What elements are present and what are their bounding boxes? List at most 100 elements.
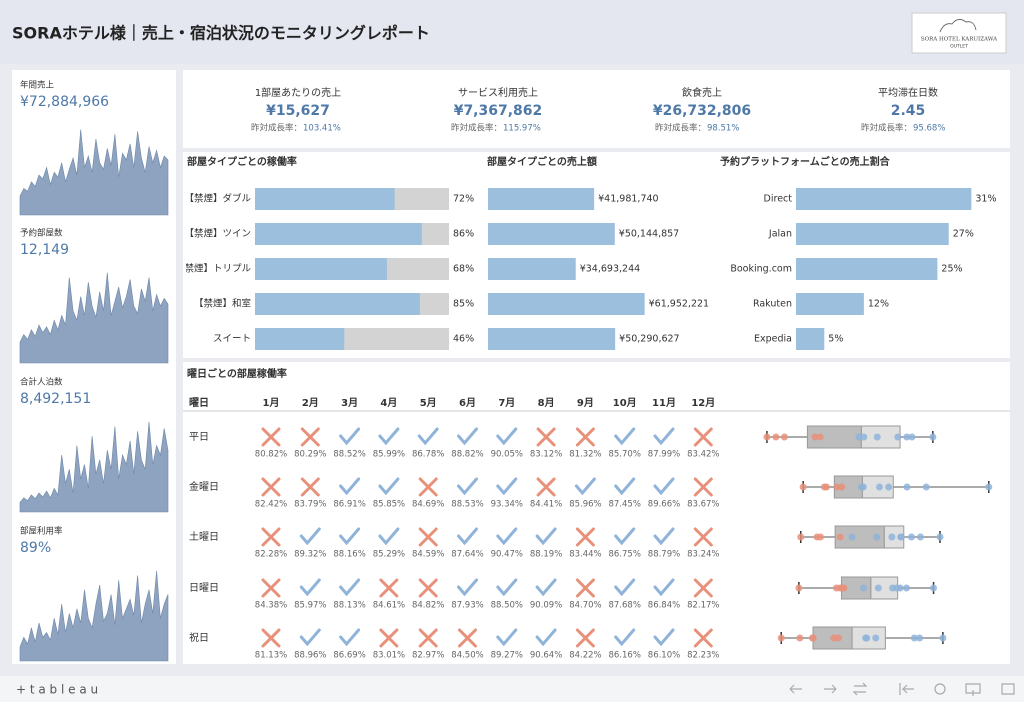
value-label: 86.91% bbox=[333, 500, 365, 510]
value-label: 90.64% bbox=[530, 651, 562, 661]
box-dot bbox=[922, 483, 930, 491]
cross-icon bbox=[261, 477, 281, 497]
reset[interactable] bbox=[899, 683, 914, 695]
value-label: 88.13% bbox=[333, 601, 365, 611]
check-icon bbox=[653, 578, 675, 597]
check-icon bbox=[614, 527, 636, 546]
box-dot bbox=[930, 584, 938, 592]
value-label: 84.59% bbox=[412, 550, 444, 560]
value-label: 83.79% bbox=[294, 500, 326, 510]
category-label: 【禁煙】和室 bbox=[194, 298, 251, 310]
value-label: 83.24% bbox=[687, 550, 719, 560]
value-label: 87.93% bbox=[451, 601, 483, 611]
box-dot bbox=[820, 483, 828, 491]
value-label: 88.82% bbox=[451, 450, 483, 460]
value-label: 82.23% bbox=[687, 651, 719, 661]
cross-icon bbox=[261, 628, 281, 648]
value-label: 88.50% bbox=[491, 601, 523, 611]
category-label: スイート bbox=[213, 334, 251, 345]
box-dot bbox=[795, 584, 803, 592]
column-label: 8月 bbox=[538, 397, 555, 409]
header-band bbox=[0, 0, 1024, 64]
cross-icon bbox=[693, 527, 713, 547]
box-dot bbox=[929, 433, 937, 441]
category-label: 【禁煙】トリプル bbox=[175, 264, 252, 275]
column-label: 9月 bbox=[577, 397, 594, 409]
category-label: Jalan bbox=[768, 229, 792, 240]
value-label: 82.42% bbox=[255, 500, 287, 510]
cross-icon bbox=[261, 427, 281, 447]
box-dot bbox=[939, 634, 947, 642]
redo[interactable] bbox=[824, 684, 837, 694]
category-label: Direct bbox=[764, 194, 793, 205]
sparkline-title: 合計人泊数 bbox=[20, 377, 63, 388]
download[interactable] bbox=[965, 683, 981, 696]
check-icon bbox=[614, 427, 636, 446]
value-label: ¥41,981,740 bbox=[598, 194, 658, 205]
cross-icon bbox=[458, 628, 477, 648]
value-label: 80.29% bbox=[294, 450, 326, 460]
check-icon bbox=[496, 477, 518, 496]
value-label: 85.85% bbox=[373, 500, 405, 510]
check-icon bbox=[339, 427, 361, 446]
bar bbox=[255, 188, 395, 210]
value-label: 72% bbox=[453, 194, 474, 205]
check-icon bbox=[339, 628, 361, 647]
cross-icon bbox=[261, 527, 281, 547]
cross-icon bbox=[693, 628, 713, 648]
check-icon bbox=[299, 578, 321, 597]
check-icon bbox=[614, 578, 636, 597]
box-dot bbox=[816, 433, 824, 441]
box-dot bbox=[903, 483, 911, 491]
chart-title: 予約プラットフォームごとの売上割合 bbox=[720, 155, 891, 168]
undo[interactable] bbox=[789, 684, 802, 694]
cross-icon bbox=[693, 427, 713, 447]
category-label: 【禁煙】ダブル bbox=[184, 193, 251, 205]
check-icon bbox=[653, 427, 675, 446]
share[interactable] bbox=[934, 683, 946, 695]
value-label: 88.53% bbox=[451, 500, 483, 510]
kpi-label: 飲食売上 bbox=[682, 86, 722, 99]
check-icon bbox=[496, 578, 518, 597]
value-label: 86.16% bbox=[608, 651, 640, 661]
box-dot bbox=[985, 483, 993, 491]
title: SORAホテル様｜売上・宿泊状況のモニタリングレポート bbox=[12, 24, 430, 43]
chart-title: 曜日ごとの部屋稼働率 bbox=[187, 367, 287, 380]
box-dot bbox=[859, 584, 867, 592]
sparkline-total: 8,492,151 bbox=[20, 391, 91, 407]
value-label: 87.99% bbox=[648, 450, 680, 460]
grid-panel bbox=[183, 362, 1010, 664]
check-icon bbox=[653, 527, 675, 546]
value-label: 90.09% bbox=[530, 601, 562, 611]
column-label: 7月 bbox=[498, 397, 515, 409]
bar bbox=[255, 328, 345, 350]
fullscreen[interactable] bbox=[1001, 683, 1015, 695]
value-label: 85.96% bbox=[569, 500, 601, 510]
revert[interactable] bbox=[852, 682, 868, 696]
check-icon bbox=[614, 628, 636, 647]
value-label: 84.82% bbox=[412, 601, 444, 611]
check-icon bbox=[378, 427, 400, 446]
check-icon bbox=[496, 427, 518, 446]
value-label: 84.50% bbox=[451, 651, 483, 661]
value-label: 46% bbox=[453, 334, 474, 345]
cross-icon bbox=[379, 578, 399, 598]
value-label: 87.45% bbox=[608, 500, 640, 510]
box-dot bbox=[799, 483, 807, 491]
value-label: 85.29% bbox=[373, 550, 405, 560]
value-label: 27% bbox=[953, 229, 974, 240]
value-label: 31% bbox=[975, 194, 996, 205]
category-label: Booking.com bbox=[730, 264, 792, 275]
value-label: 88.16% bbox=[333, 550, 365, 560]
bar bbox=[488, 258, 576, 280]
column-label: 3月 bbox=[341, 397, 358, 409]
check-icon bbox=[339, 578, 361, 597]
value-label: ¥50,144,857 bbox=[619, 229, 679, 240]
logo-text: SORA HOTEL KARUIZAWA bbox=[921, 37, 998, 43]
value-label: 87.64% bbox=[451, 550, 483, 560]
box-dot bbox=[873, 533, 881, 541]
check-icon bbox=[378, 527, 400, 546]
box-dot bbox=[916, 533, 924, 541]
toolbar[interactable] bbox=[789, 682, 1015, 696]
logo-cloud bbox=[939, 19, 977, 33]
